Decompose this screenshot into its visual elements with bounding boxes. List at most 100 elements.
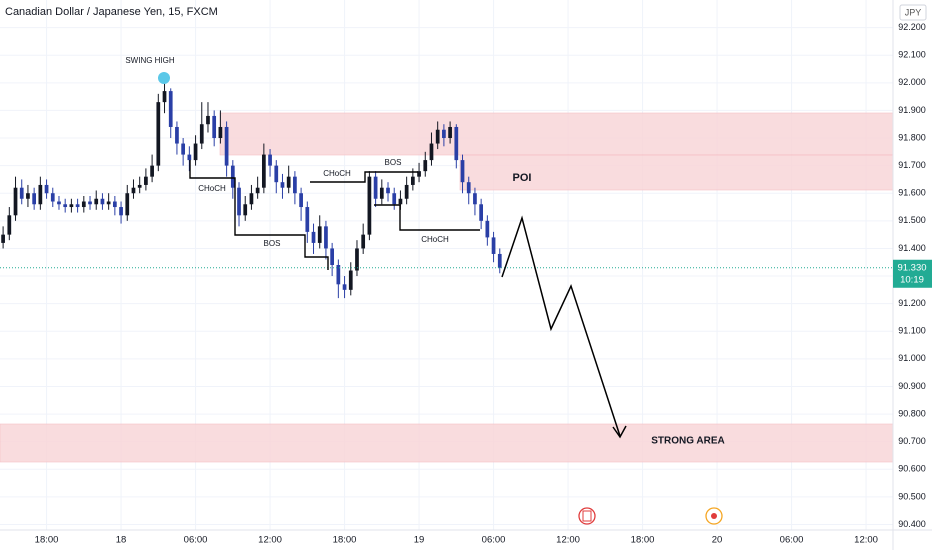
candle-body: [268, 154, 272, 166]
candle-body: [112, 201, 117, 208]
candle-body: [75, 204, 80, 208]
candle-body: [460, 160, 465, 183]
candle-body: [305, 207, 310, 232]
candle-body: [373, 176, 378, 199]
candle-body: [50, 193, 55, 202]
x-tick-label: 18: [116, 535, 127, 546]
event-icon[interactable]: [578, 507, 596, 525]
currency: JPY: [905, 7, 922, 17]
x-tick-label: 18:00: [333, 535, 357, 546]
candle-body: [230, 165, 235, 188]
y-tick-label: 91.900: [898, 105, 926, 115]
candle-body: [100, 198, 105, 205]
candle-body: [417, 171, 421, 177]
candle-body: [57, 201, 61, 205]
y-tick-label: 92.100: [898, 50, 926, 60]
candle-body: [175, 126, 179, 144]
candle-body: [150, 165, 154, 177]
candle-body: [491, 237, 496, 254]
candle-body: [125, 193, 130, 216]
projection-arrow: [612, 425, 627, 439]
y-tick-label: 91.400: [898, 243, 926, 253]
candle-body: [162, 91, 167, 103]
x-tick-label: 12:00: [556, 535, 580, 546]
y-tick-label: 91.700: [898, 160, 926, 170]
candle-body: [131, 187, 136, 194]
candle-body: [137, 184, 142, 188]
x-tick-label: 12:00: [258, 535, 282, 546]
candle-body: [94, 198, 99, 205]
candle-body: [348, 270, 353, 290]
y-tick-label: 91.500: [898, 215, 926, 225]
candle-body: [199, 124, 204, 144]
candle-body: [144, 176, 148, 185]
structure-line: [189, 160, 329, 270]
x-tick-label: 06:00: [184, 535, 208, 546]
y-tick-label: 91.000: [898, 353, 926, 363]
candle-body: [38, 184, 43, 205]
x-tick-label: 19: [414, 535, 425, 546]
x-tick-label: 20: [712, 535, 723, 546]
annotation: STRONG AREA: [651, 436, 725, 447]
candle-body: [423, 160, 428, 172]
strong-zone: [0, 423, 894, 463]
x-tick-label: 18:00: [631, 535, 655, 546]
candle-body: [81, 201, 86, 208]
currency-box[interactable]: [899, 4, 927, 21]
time-axis-bg: [0, 530, 893, 550]
candle-body: [237, 187, 241, 216]
x-tick-label: 18:00: [35, 535, 59, 546]
candle-body: [243, 204, 248, 216]
candle-body: [212, 115, 217, 139]
structure-line: [374, 204, 480, 231]
candle-body: [69, 204, 74, 208]
candle-body: [330, 248, 335, 265]
candle-body: [119, 207, 123, 216]
candle-body: [473, 193, 477, 205]
projection-path: [501, 215, 621, 437]
y-tick-label: 92.200: [898, 22, 926, 32]
candle-body: [342, 284, 347, 290]
y-tick-label: 90.800: [898, 408, 926, 418]
chart-title: Canadian Dollar / Japanese Yen, 15, FXCM: [5, 6, 218, 18]
candle-body: [435, 129, 440, 144]
countdown-label: 10:19: [900, 274, 924, 285]
annotation: BOS: [385, 158, 402, 167]
candle-body: [224, 126, 229, 166]
candle-body: [379, 187, 384, 199]
candle-body: [249, 193, 254, 205]
last-price-label: 91.330: [897, 262, 926, 273]
candle-body: [324, 226, 328, 249]
candle-body: [218, 126, 223, 139]
event-dot: [711, 513, 717, 519]
candle-body: [168, 91, 173, 127]
candle-body: [1, 234, 5, 243]
candle-body: [7, 215, 12, 235]
candle-body: [32, 193, 37, 205]
y-tick-label: 90.700: [898, 436, 926, 446]
candles: [0, 80, 893, 299]
candle-body: [274, 165, 279, 183]
candle-body: [293, 176, 297, 194]
candle-body: [336, 265, 341, 285]
candle-body: [317, 226, 322, 243]
candle-body: [181, 143, 186, 155]
candle-body: [479, 204, 484, 221]
candle-body: [398, 198, 403, 205]
candle-body: [497, 253, 502, 268]
y-tick-label: 91.600: [898, 188, 926, 198]
annotation: CHoCH: [198, 184, 226, 193]
y-tick-label: 91.100: [898, 326, 926, 336]
candle-body: [187, 154, 192, 161]
annotation: CHoCH: [323, 169, 351, 178]
x-tick-label: 12:00: [854, 535, 878, 546]
candle-body: [361, 234, 366, 249]
annotation: BOS: [264, 239, 281, 248]
candle-body: [410, 176, 415, 185]
annotation: POI: [513, 172, 532, 184]
candle-body: [311, 231, 316, 243]
y-tick-label: 90.900: [898, 381, 926, 391]
candle-body: [386, 187, 390, 194]
candle-body: [367, 176, 372, 235]
